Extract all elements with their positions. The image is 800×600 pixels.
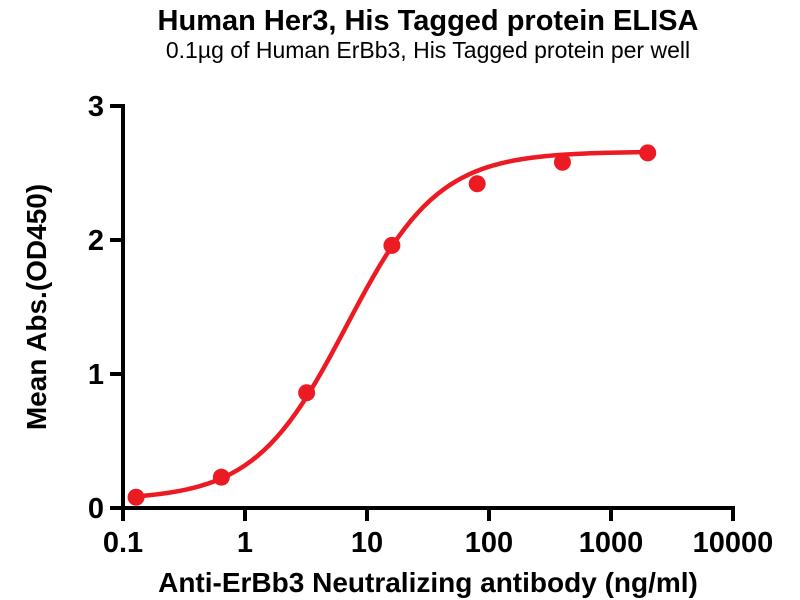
data-point xyxy=(298,384,316,402)
x-tick-label: 0.1 xyxy=(103,527,143,559)
chart-subtitle: 0.1µg of Human ErBb3, His Tagged protein… xyxy=(166,37,690,63)
data-point xyxy=(127,488,145,506)
x-tick-label: 10000 xyxy=(693,527,774,559)
y-tick-label: 2 xyxy=(88,225,104,257)
y-tick-label: 0 xyxy=(88,493,104,525)
x-tick-label: 10 xyxy=(351,527,383,559)
data-point xyxy=(383,236,401,254)
data-points xyxy=(127,144,657,506)
data-point xyxy=(468,175,486,193)
data-point xyxy=(212,468,230,486)
x-axis-label: Anti-ErBb3 Neutralizing antibody (ng/ml) xyxy=(158,567,698,598)
chart-title: Human Her3, His Tagged protein ELISA xyxy=(158,5,699,37)
axes xyxy=(110,104,735,521)
x-tick-label: 100 xyxy=(465,527,513,559)
x-axis-tick-labels: 0.1 1 10 100 1000 10000 xyxy=(103,527,773,559)
y-tick-label: 3 xyxy=(88,91,104,123)
y-tick-label: 1 xyxy=(88,359,104,391)
data-point xyxy=(639,144,657,162)
y-axis-tick-labels: 0 1 2 3 xyxy=(88,91,104,525)
fit-curve xyxy=(133,149,650,499)
data-point xyxy=(553,153,571,171)
x-tick-label: 1000 xyxy=(579,527,644,559)
y-axis-label: Mean Abs.(OD450) xyxy=(21,184,52,430)
x-tick-label: 1 xyxy=(237,527,253,559)
